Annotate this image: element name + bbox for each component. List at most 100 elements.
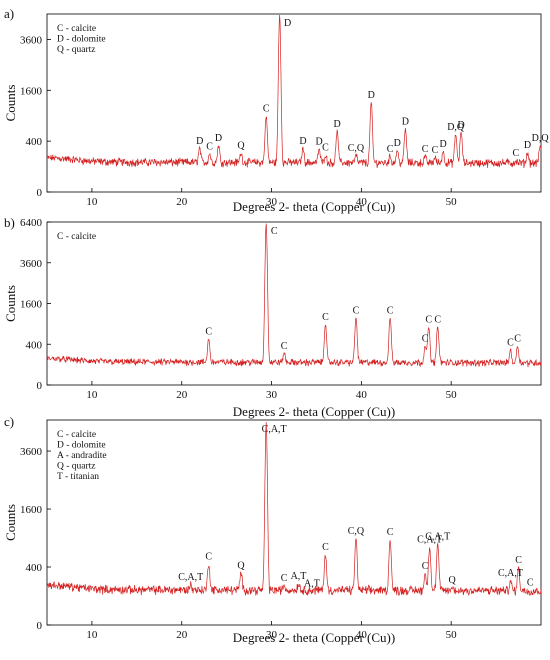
peak-label: D [196,136,203,147]
spectrum-trace [46,14,542,169]
peak-label: C,A,T [417,535,442,546]
peak-label: C [271,226,278,237]
peak-label: C [527,577,534,588]
y-tick-label: 6400 [20,217,43,229]
x-axis-label: Degrees 2- theta (Copper (Cu)) [233,199,395,214]
y-axis-label: Counts [3,85,18,122]
spectrum-trace [46,223,542,368]
y-axis-label: Counts [3,285,18,322]
x-tick-label: 30 [266,196,278,208]
peak-label: C [515,555,522,566]
panel-label: c) [4,414,14,429]
x-tick-label: 40 [356,389,368,401]
legend-entry: T - titanian [57,472,99,482]
peak-label: D [316,137,323,148]
x-tick-label: 30 [266,629,278,641]
y-tick-label: 1600 [20,85,43,97]
peak-label: D [524,140,531,151]
x-tick-label: 10 [86,196,98,208]
x-tick-label: 30 [266,389,278,401]
x-tick-label: 20 [176,629,188,641]
peak-label: D [299,136,306,147]
plot-frame [46,13,542,193]
peak-label: Q [237,560,245,571]
panel-label: b) [4,215,15,230]
peak-label: D [457,120,464,131]
y-tick-label: 0 [37,187,43,199]
peak-label: A,T [304,579,320,590]
peak-label: D [402,117,409,128]
peak-label: C [514,333,521,344]
x-tick-label: 40 [356,196,368,208]
peak-label: C [263,104,270,115]
spectrum-trace [46,422,542,596]
peak-label: D [215,133,222,144]
legend-entry: C - calcite [57,430,96,440]
y-tick-label: 3600 [20,258,43,270]
peak-label: Q [448,575,456,586]
peak-label: C [206,141,213,152]
y-tick-label: 400 [26,562,43,574]
legend-entry: A - andradite [57,451,107,461]
peak-label: D,Q [447,122,465,133]
legend-entry: C - calcite [57,24,96,34]
peak-label: C,Q [348,526,365,537]
x-tick-label: 10 [86,389,98,401]
legend: C - calcite [57,232,96,242]
peak-label: C [422,561,429,572]
peak-label: C,A,T [262,424,287,435]
peak-label: D [333,119,340,130]
peak-label: C,A,T [498,568,523,579]
peak-label: C [205,552,212,563]
peak-label: A,T [291,571,307,582]
y-axis-label: Counts [3,504,18,541]
peak-label: D,Q [532,133,550,144]
peak-label: C [507,338,514,349]
peak-label: D [439,139,446,150]
peak-label: C,Q [348,143,365,154]
y-tick-label: 3600 [20,446,43,458]
peak-label: C [322,142,329,153]
peak-label: C [322,312,329,323]
panel-b: b) 10 20 30 40 50 0 400 1600 3600 6400 Degrees 2- t… [3,215,542,419]
legend-entry: D - dolomite [57,441,106,451]
legend-entry: Q - quartz [57,462,96,472]
x-tick-label: 40 [356,629,368,641]
legend-entry: Q - quartz [57,45,96,55]
peak-label: C [205,327,212,338]
x-tick-label: 50 [446,389,458,401]
y-tick-label: 0 [37,620,43,632]
peak-label: C [513,148,520,159]
y-tick-label: 1600 [20,504,43,516]
panel-a: a) 10 20 30 40 50 0 400 1600 3600 Degrees 2- theta… [3,6,549,214]
peak-label: C [387,305,394,316]
x-tick-label: 20 [176,196,188,208]
x-axis-label: Degrees 2- theta (Copper (Cu)) [233,630,395,645]
panel-c: c) 10 20 30 40 50 0 400 1600 3600 Degrees 2- theta… [3,414,542,645]
peak-label: D [284,18,291,29]
peak-label: C [353,305,360,316]
x-tick-label: 50 [446,629,458,641]
peak-label: C [422,333,429,344]
peak-label: C [425,315,432,326]
y-tick-label: 1600 [20,299,43,311]
peak-label: C [432,145,439,156]
peak-label: D [394,138,401,149]
x-tick-label: 50 [446,196,458,208]
legend-entry: C - calcite [57,232,96,242]
y-tick-label: 3600 [20,34,43,46]
x-tick-label: 10 [86,629,98,641]
panel-label: a) [4,6,14,21]
peak-label: Q [237,141,245,152]
x-tick-label: 20 [176,389,188,401]
peak-label: C,A,T [178,572,203,583]
y-tick-label: 400 [26,136,43,148]
peak-label: C [434,315,441,326]
peak-label: C [281,573,288,584]
legend-entry: D - dolomite [57,35,106,45]
peak-label: C [387,527,394,538]
peak-label: C,A,T [425,532,450,543]
